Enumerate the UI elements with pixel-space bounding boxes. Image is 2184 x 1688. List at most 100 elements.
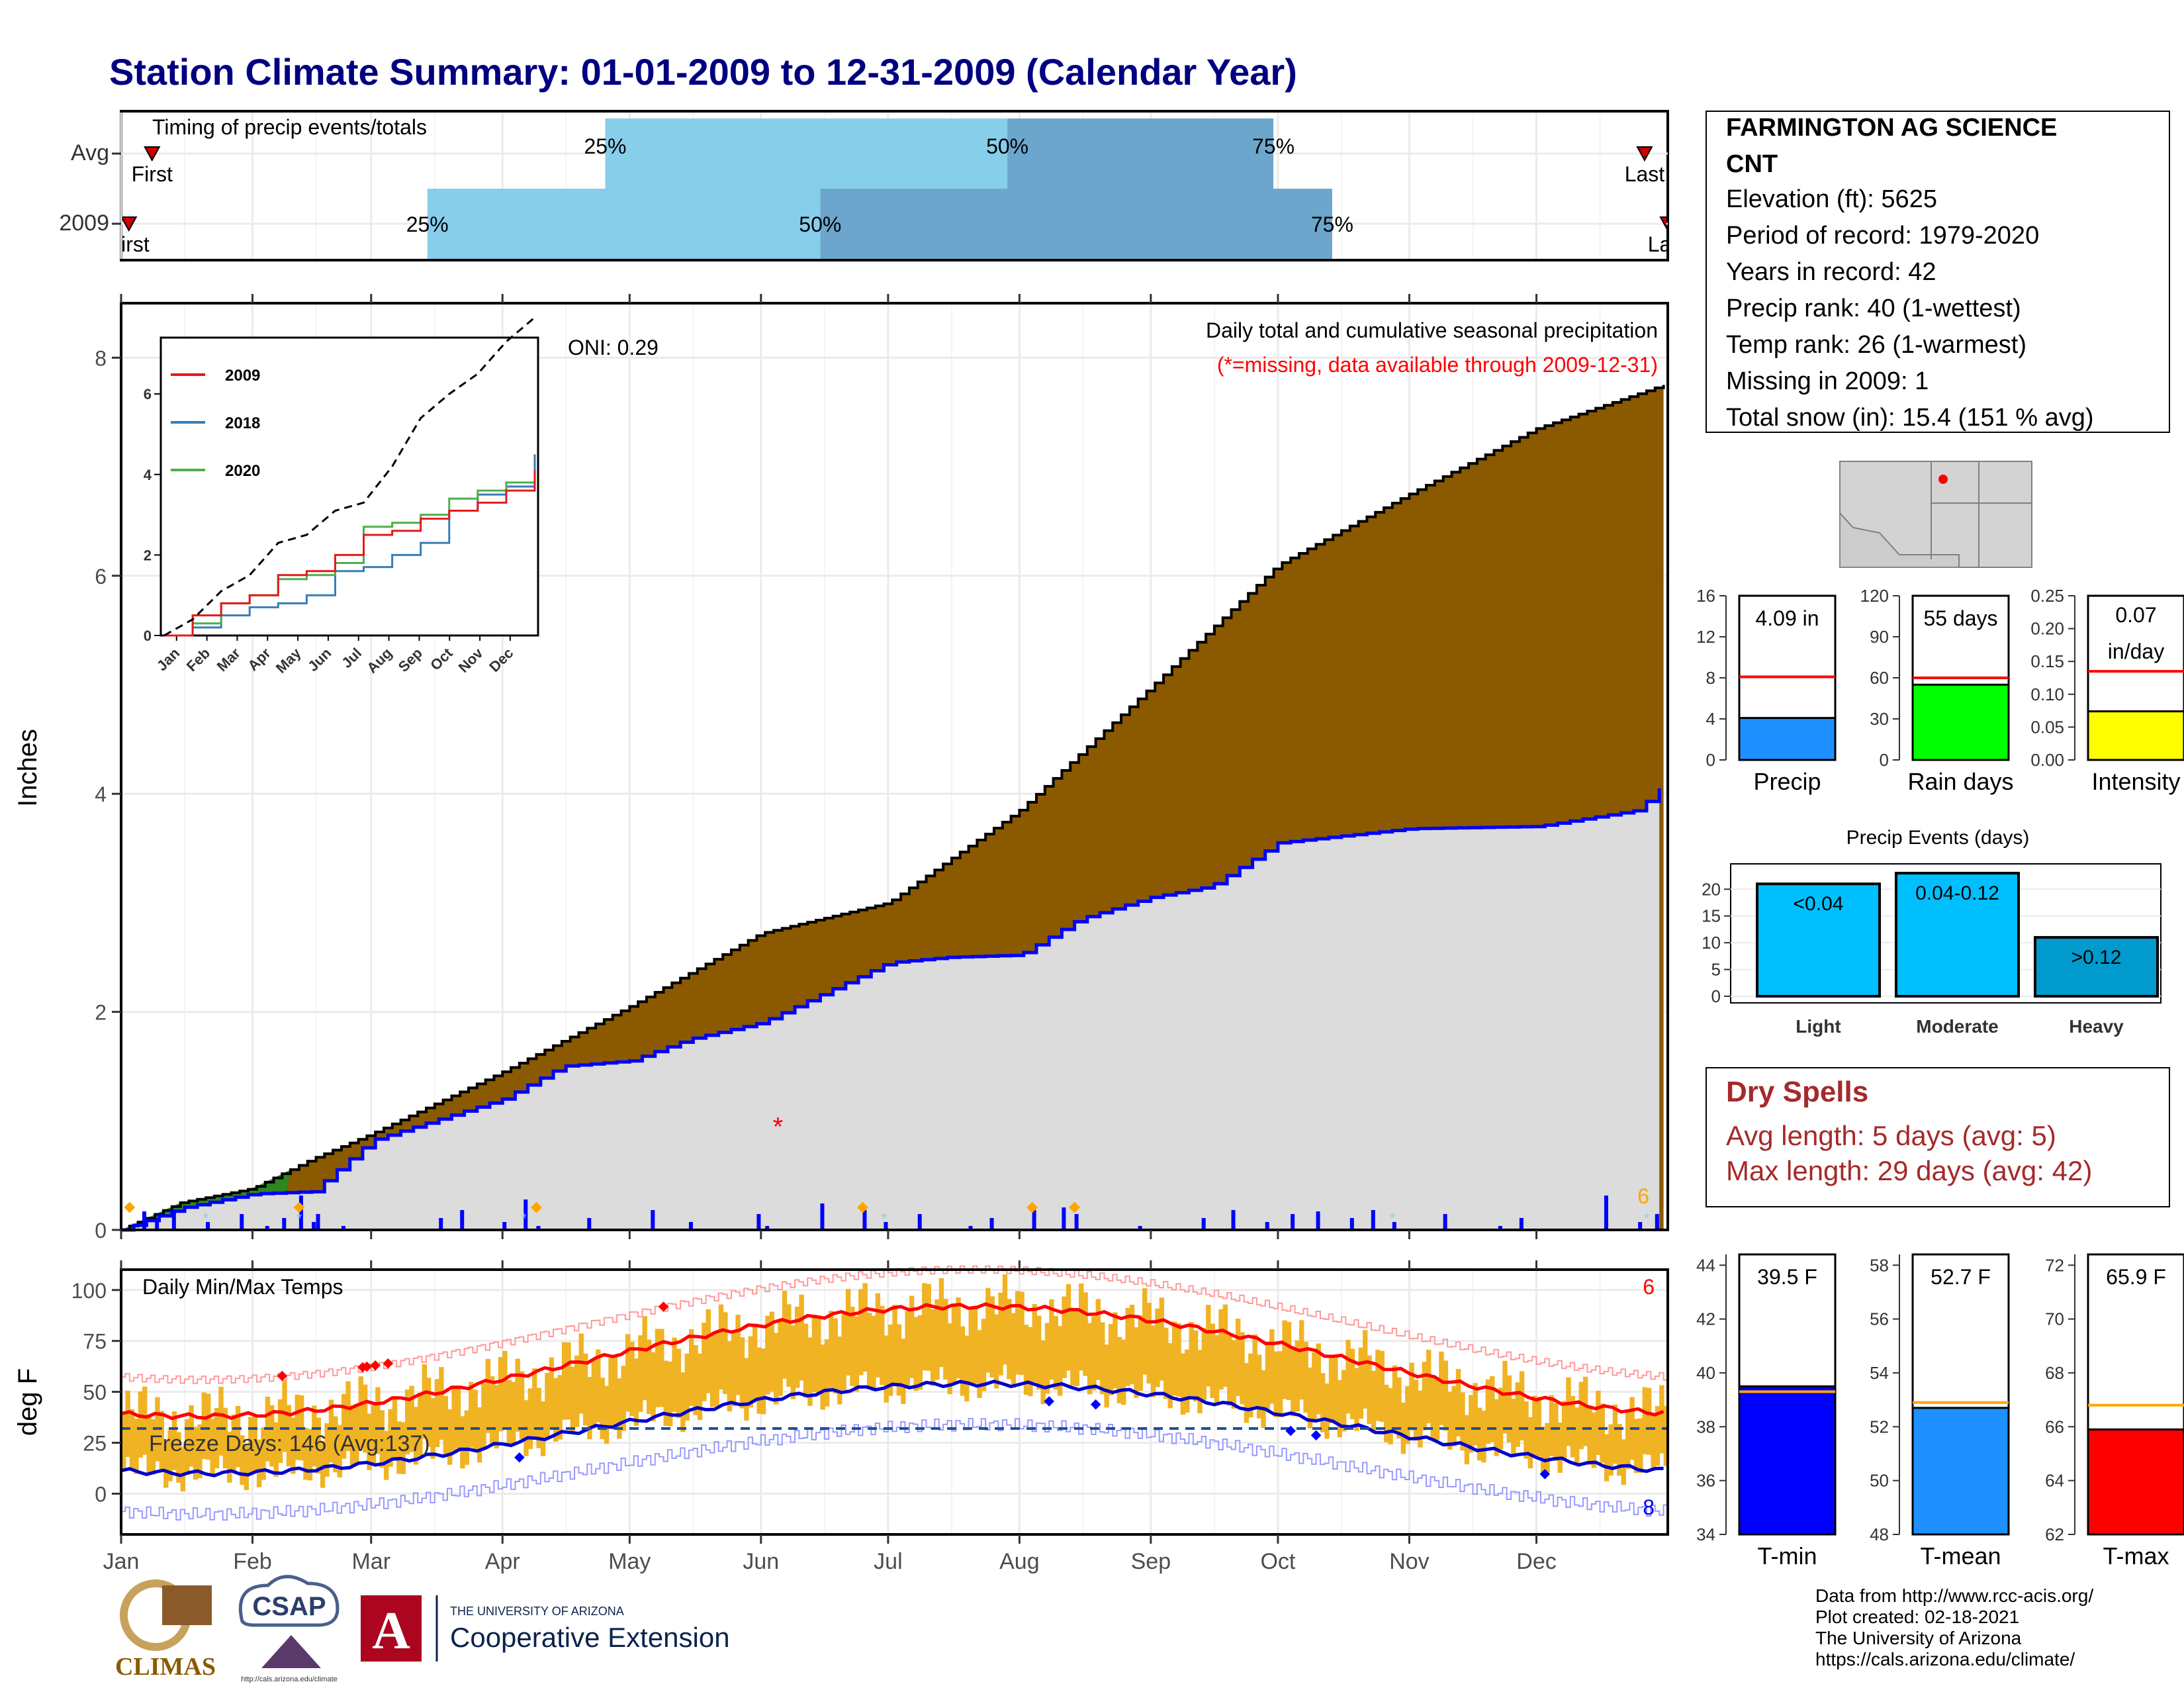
daily-temp-range-bar [1222,1304,1228,1387]
daily-precip-bar [536,1226,541,1230]
daily-temp-range-bar [1015,1291,1021,1375]
temp-ytick-label: 50 [83,1381,107,1405]
daily-temp-range-bar [1210,1323,1215,1398]
daily-temp-range-bar [383,1430,389,1480]
cloud-icon [238,1575,340,1627]
inset-ytick-label: 0 [144,628,152,644]
daily-temp-range-bar [1600,1403,1605,1463]
daily-temp-range-bar [1032,1303,1037,1383]
month-label: May [608,1549,651,1574]
daily-temp-range-bar [752,1323,758,1400]
temp-bar-ytick-label: 72 [2045,1255,2064,1275]
daily-temp-range-bar [1596,1390,1601,1456]
daily-temp-range-bar [655,1329,660,1407]
footer-line-data: Data from http://www.rcc-acis.org/ [1815,1585,2093,1606]
daily-temp-range-bar [964,1335,970,1402]
daily-temp-range-bar [337,1425,342,1477]
record-high-diamond-icon [383,1358,394,1369]
daily-temp-range-bar [1490,1376,1495,1442]
daily-temp-range-bar [1349,1348,1355,1419]
daily-temp-range-bar [430,1398,435,1459]
inset-ytick-label: 2 [144,547,152,563]
daily-temp-range-bar [612,1355,618,1425]
map-borders [1931,461,2032,567]
timing-p50-label: 50% [799,212,841,236]
daily-temp-range-bar [1625,1412,1631,1469]
daily-temp-range-bar [549,1357,555,1430]
max-record-count: 6 [1643,1275,1655,1299]
last-event-label: Last [1625,162,1665,186]
event-range-label: <0.04 [1794,893,1844,915]
daily-temp-range-bar [485,1358,491,1433]
daily-temp-range-bar [1422,1362,1428,1430]
climas-text: CLIMAS [115,1653,216,1681]
daily-temp-range-bar [968,1308,974,1385]
daily-temp-range-bar [1545,1423,1550,1473]
daily-temp-range-bar [367,1413,372,1470]
temp-ytick-label: 25 [83,1432,107,1456]
daily-temp-range-bar [1506,1375,1512,1443]
daily-temp-range-bar [816,1315,821,1393]
daily-temp-range-bar [1337,1380,1342,1438]
temp-title: Daily Min/Max Temps [142,1275,343,1299]
daily-temp-range-bar [1091,1316,1097,1391]
summary-ytick-label: 0.05 [2030,717,2064,737]
daily-temp-range-bar [1180,1353,1186,1415]
temp-bar-ytick-label: 66 [2045,1417,2064,1436]
daily-temp-range-bar [447,1409,453,1465]
daily-temp-range-bar [943,1299,948,1380]
daily-temp-range-bar [663,1360,668,1427]
daily-temp-range-bar [1121,1339,1126,1405]
daily-temp-range-bar [723,1312,728,1394]
summary-ytick-label: 4 [1706,709,1715,729]
oni-label: ONI: 0.29 [568,336,659,359]
daily-temp-range-bar [947,1323,952,1395]
daily-temp-range-bar [714,1332,719,1407]
month-label: Aug [999,1549,1040,1574]
temp-bar-ytick-label: 36 [1696,1471,1715,1491]
dry-spells-box: Dry Spells Avg length: 5 days (avg: 5) M… [1706,1067,2170,1207]
daily-temp-range-bar [506,1380,512,1445]
daily-temp-range-bar [1100,1322,1105,1395]
footer-line-url: https://cals.arizona.edu/climate/ [1815,1649,2075,1669]
daily-temp-range-bar [1388,1387,1393,1445]
daily-temp-range-bar [312,1405,317,1467]
temp-bar-ytick-label: 40 [1696,1363,1715,1383]
daily-temp-range-bar [1261,1370,1266,1429]
daily-temp-range-bar [1405,1385,1410,1444]
current-cumulative-line [121,788,1661,1232]
first-event-marker-icon [122,216,138,232]
daily-temp-range-bar [1116,1336,1122,1403]
timing-panel: Timing of precip events/totals Avg 2009 … [59,110,1669,261]
daily-temp-range-bar [218,1386,224,1456]
daily-temp-range-bar [744,1358,749,1421]
daily-temp-range-bar [909,1295,915,1378]
daily-temp-range-bar [862,1283,868,1372]
daily-temp-range-bar [1469,1395,1474,1453]
climas-block-icon [162,1585,212,1625]
daily-temp-range-bar [930,1309,936,1386]
daily-temp-range-bar [1256,1354,1262,1419]
record-high-diamond-icon [370,1360,381,1371]
daily-temp-range-bar [688,1329,694,1406]
daily-temp-range-bar [956,1297,961,1379]
daily-temp-range-bar [1532,1395,1537,1456]
temp-bar-value-label: 52.7 F [1931,1265,1991,1289]
daily-temp-range-bar [1655,1406,1661,1466]
snow-day-icon: * [1644,1210,1650,1227]
climas-logo: CLIMAS [115,1579,216,1681]
daily-temp-range-bar [782,1291,788,1379]
daily-temp-range-bar [1269,1329,1275,1404]
avg-cumulative-line [121,385,1665,1231]
daily-temp-range-bar [625,1334,631,1412]
daily-temp-range-bar [1176,1323,1181,1397]
daily-temp-range-bar [206,1393,211,1460]
csap-logo: CSAP http://cals.arizona.edu/climate [238,1575,340,1683]
daily-precip-bar [1074,1214,1079,1230]
daily-temp-range-bar [642,1316,647,1401]
daily-precip-bar [1265,1222,1269,1230]
daily-temp-range-bar [824,1339,830,1407]
daily-temp-range-bar [1612,1404,1618,1464]
precip-y-axis: 0 2 4 6 8 [95,294,1538,1243]
daily-temp-range-bar [591,1359,597,1429]
